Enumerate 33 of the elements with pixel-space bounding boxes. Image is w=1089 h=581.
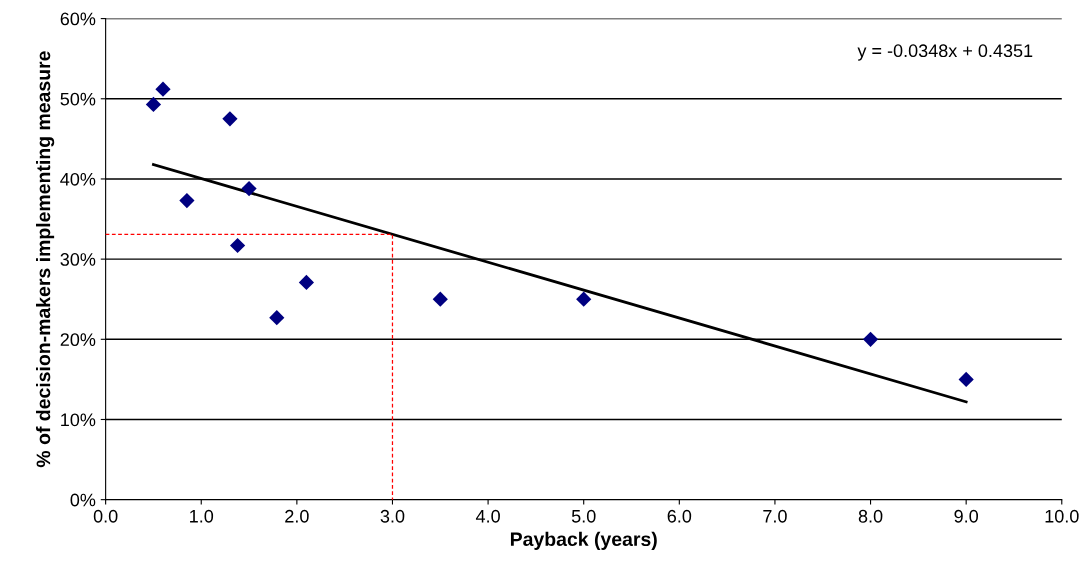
point (432, 291, 448, 307)
x-tick-label: 7.0 (763, 509, 787, 523)
point (298, 274, 315, 290)
y-axis-title: % of decision-makers implementing measure (36, 51, 55, 468)
x-axis-title: Payback (years) (510, 531, 657, 550)
point (862, 331, 879, 347)
y-tick-label: 50% (60, 92, 96, 106)
point (179, 192, 195, 209)
x-tick-label: 4.0 (475, 509, 500, 523)
y-tick-label: 60% (60, 12, 96, 26)
point (958, 371, 974, 387)
y-tick-label: 0% (70, 493, 96, 507)
point (155, 81, 171, 97)
point (229, 237, 246, 254)
y-tick-label: 30% (60, 253, 96, 266)
point (145, 96, 162, 112)
point (576, 291, 592, 307)
x-tick-label: 3.0 (380, 509, 405, 523)
point (269, 310, 285, 326)
x-tick-label: 8.0 (858, 509, 883, 523)
y-tick-label: 10% (61, 413, 96, 427)
y-tick-label: 20% (60, 333, 96, 347)
x-tick-label: 6.0 (667, 509, 692, 523)
annotation: y = -0.0348x + 0.4351 (857, 44, 1033, 61)
x-tick-label: 10.0 (1045, 509, 1079, 523)
y-tick-label: 40% (60, 172, 96, 186)
x-tick-label: 0.0 (93, 509, 118, 523)
point (241, 180, 257, 197)
x-tick-label: 1.0 (190, 509, 214, 523)
point (222, 111, 238, 127)
x-tick-label: 9.0 (954, 509, 979, 523)
x-tick-label: 5.0 (571, 509, 596, 523)
x-tick-label: 2.0 (285, 509, 309, 523)
